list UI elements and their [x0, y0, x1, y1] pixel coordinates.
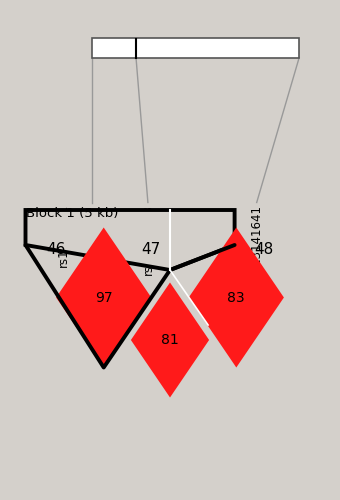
Text: 46: 46 — [47, 242, 66, 258]
Text: rs1828591: rs1828591 — [56, 204, 69, 267]
Text: 48: 48 — [254, 242, 273, 258]
Polygon shape — [189, 228, 284, 368]
Text: Block 1 (5 kb): Block 1 (5 kb) — [26, 208, 118, 220]
Text: rs13118928: rs13118928 — [141, 204, 154, 275]
Polygon shape — [26, 210, 235, 270]
Text: 47: 47 — [142, 242, 161, 258]
Polygon shape — [56, 228, 151, 368]
Polygon shape — [131, 282, 209, 398]
Text: 81: 81 — [161, 333, 179, 347]
Bar — [92, 38, 299, 58]
Text: rs13141641: rs13141641 — [250, 204, 263, 275]
Text: 83: 83 — [227, 290, 245, 304]
Text: 97: 97 — [95, 290, 113, 304]
